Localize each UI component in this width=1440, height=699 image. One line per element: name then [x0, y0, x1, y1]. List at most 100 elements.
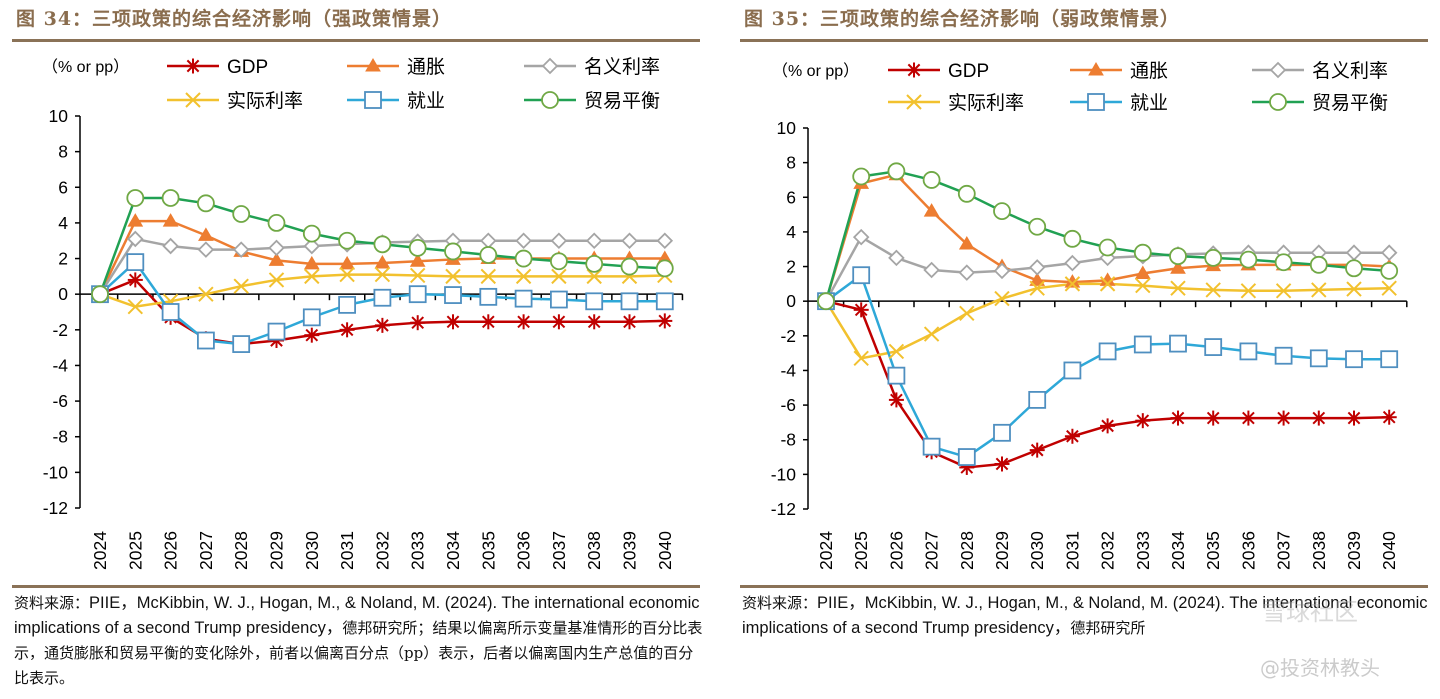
data-point-trade_balance: [1028, 217, 1047, 236]
data-point-gdp: [1240, 410, 1256, 426]
unit-label: （% or pp）: [772, 62, 859, 80]
x-tick-label: 2034: [443, 531, 463, 570]
data-point-real_rate: [480, 268, 497, 285]
legend-marker-diamond-icon: [1269, 61, 1287, 79]
data-point-employment: [1098, 342, 1117, 361]
data-point-employment: [1274, 346, 1293, 365]
y-tick-label: -8: [52, 427, 68, 447]
data-point-gdp: [339, 322, 355, 338]
title-rule: [12, 39, 700, 42]
x-tick-label: 2033: [1133, 531, 1153, 570]
x-tick-label: 2037: [1274, 531, 1294, 570]
data-point-trade_balance: [1063, 229, 1082, 248]
data-point-real_rate: [1381, 280, 1397, 296]
legend-marker-diamond-icon: [541, 57, 559, 75]
data-point-trade_balance: [514, 249, 533, 268]
note-text: PIIE，McKibbin, W. J., Hogan, M., & Nolan…: [742, 594, 1428, 637]
legend-item-trade_balance: 贸易平衡: [1252, 92, 1388, 114]
y-tick-label: -6: [780, 395, 796, 415]
y-tick-label: 0: [786, 291, 796, 311]
legend-marker-circle-icon: [1269, 93, 1287, 111]
data-point-real_rate: [304, 268, 320, 285]
data-point-employment: [620, 292, 639, 311]
series-line-gdp: [825, 299, 1390, 469]
data-point-real_rate: [1029, 280, 1045, 296]
y-tick-label: 10: [49, 106, 69, 126]
unit-label: （% or pp）: [42, 58, 129, 76]
x-tick-label: 2024: [90, 531, 110, 570]
data-point-trade_balance: [993, 202, 1011, 221]
data-point-employment: [655, 292, 674, 311]
data-point-gdp: [1135, 413, 1151, 429]
series-markers-trade_balance: [817, 162, 1399, 311]
x-tick-label: 2030: [1027, 531, 1047, 570]
data-point-employment: [922, 437, 941, 456]
data-point-employment: [1204, 338, 1223, 356]
x-tick-label: 2039: [1344, 531, 1364, 570]
x-tick-label: 2036: [1238, 531, 1258, 570]
data-point-nominal_rate: [656, 232, 674, 250]
data-point-trade_balance: [444, 242, 462, 261]
data-point-trade_balance: [1380, 261, 1399, 280]
data-point-gdp: [888, 392, 904, 408]
watermark-handle: @投资林教头: [1260, 656, 1380, 680]
data-point-employment: [267, 322, 286, 341]
series-markers-real_rate: [818, 276, 1397, 367]
x-tick-label: 2025: [125, 531, 145, 570]
data-point-nominal_rate: [232, 241, 250, 258]
data-point-employment: [1309, 349, 1328, 368]
watermark-logo: 雪球社区: [1262, 598, 1358, 626]
data-point-nominal_rate: [480, 232, 497, 250]
data-point-trade_balance: [852, 167, 871, 186]
x-tick-label: 2026: [161, 531, 181, 570]
data-point-employment: [196, 331, 215, 350]
data-point-real_rate: [127, 298, 144, 315]
data-point-trade_balance: [232, 205, 251, 223]
data-point-inflation: [1029, 272, 1046, 286]
data-point-nominal_rate: [1064, 254, 1081, 272]
legend-label: 实际利率: [227, 90, 303, 112]
legend-label: 就业: [1130, 92, 1168, 114]
legend-item-inflation: 通胀: [347, 56, 445, 78]
note-rule: [12, 585, 700, 588]
data-point-employment: [338, 295, 357, 314]
data-point-gdp: [374, 317, 390, 333]
data-point-trade_balance: [196, 194, 215, 213]
x-tick-label: 2030: [302, 531, 322, 570]
y-tick-label: -4: [780, 360, 796, 380]
legend-item-trade_balance: 贸易平衡: [524, 90, 660, 112]
data-point-real_rate: [1346, 281, 1362, 297]
data-point-gdp: [551, 314, 567, 330]
data-point-gdp: [1029, 442, 1045, 458]
title-rule: [740, 39, 1428, 42]
data-point-gdp: [853, 302, 869, 318]
y-tick-label: -2: [52, 320, 68, 340]
legend-marker-square-icon: [1087, 93, 1105, 111]
data-point-real_rate: [1240, 283, 1257, 299]
data-point-real_rate: [1135, 277, 1151, 294]
data-point-employment: [993, 423, 1011, 442]
data-point-trade_balance: [1098, 238, 1117, 257]
data-point-employment: [408, 285, 427, 304]
y-tick-label: -4: [52, 355, 68, 375]
data-point-gdp: [1346, 410, 1362, 426]
data-point-real_rate: [445, 268, 461, 285]
x-tick-label: 2038: [1309, 531, 1329, 570]
data-point-real_rate: [233, 278, 249, 294]
series-markers-inflation: [92, 213, 673, 300]
data-point-employment: [1133, 335, 1152, 354]
data-point-employment: [161, 303, 180, 321]
x-tick-label: 2026: [886, 531, 906, 570]
data-point-trade_balance: [1345, 259, 1363, 278]
note-text: PIIE，McKibbin, W. J., Hogan, M., & Nolan…: [14, 594, 700, 637]
legend-label: 贸易平衡: [1312, 92, 1388, 114]
data-point-real_rate: [268, 272, 285, 288]
y-tick-label: -10: [43, 462, 69, 482]
data-point-inflation: [409, 253, 426, 267]
data-point-trade_balance: [655, 259, 674, 278]
data-point-nominal_rate: [958, 264, 976, 281]
data-point-trade_balance: [408, 238, 427, 257]
y-tick-label: -12: [771, 499, 796, 519]
x-tick-label: 2039: [620, 531, 640, 570]
